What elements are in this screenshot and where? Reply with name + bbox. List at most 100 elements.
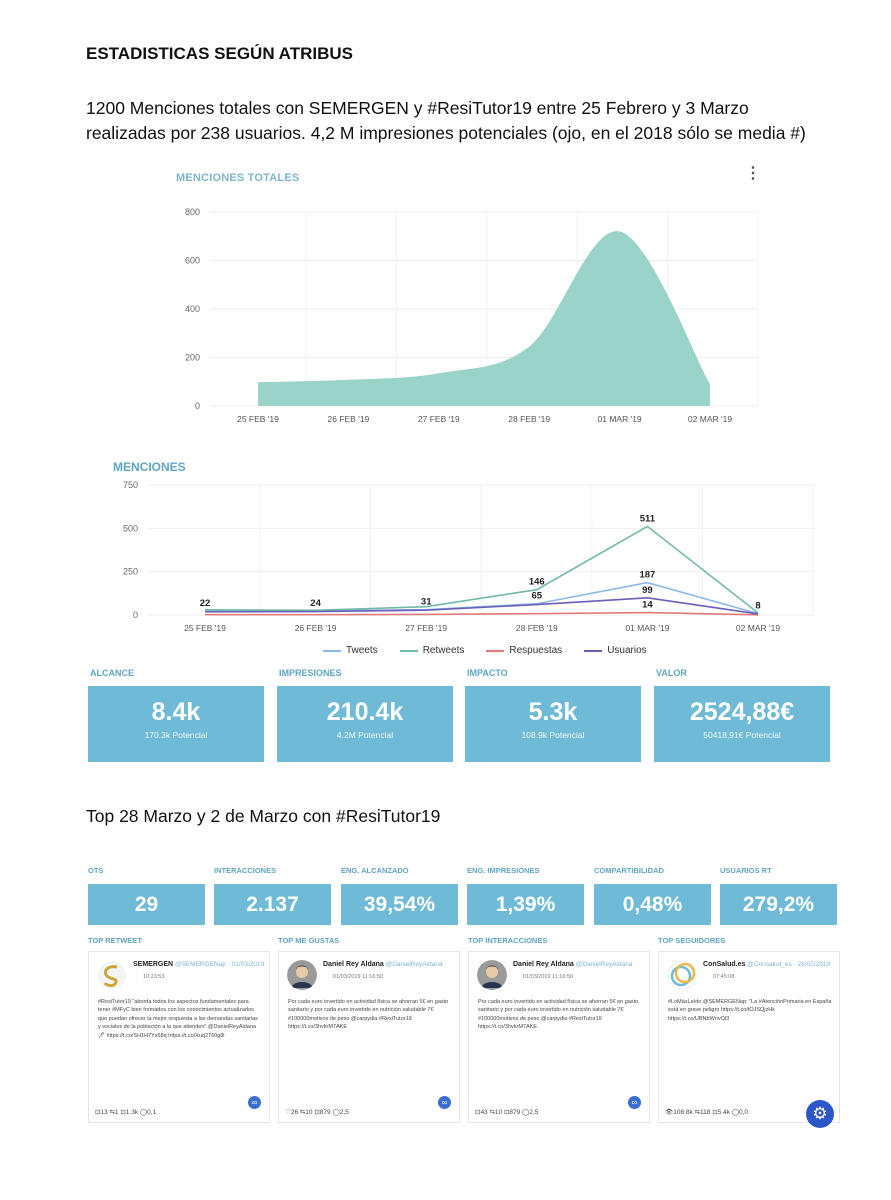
open-link-icon[interactable]: ∞ [438, 1096, 451, 1109]
top-tweets: TOP RETWEET SEMERGEN @SEMERGENap · 01/03… [88, 936, 840, 1126]
metric-eng-alcanzado: ENG. ALCANZADO 39,54% [341, 866, 458, 925]
open-link-icon[interactable]: ∞ [248, 1096, 261, 1109]
y-tick-label: 0 [195, 401, 200, 411]
x-tick-label: 01 MAR '19 [598, 414, 642, 424]
data-label: 14 [642, 600, 653, 611]
data-label: 511 [640, 513, 656, 524]
card-top-interactions: TOP INTERACCIONES Daniel Rey Aldana @Dan… [468, 936, 650, 1123]
chart-title: MENCIONES [113, 460, 186, 474]
tweet-author: ConSalud.es [703, 961, 746, 968]
semergen-logo-icon [98, 961, 126, 989]
tweet-author-line: Daniel Rey Aldana @DanielReyAldana · [513, 961, 636, 968]
tweet-handle: @DanielReyAldana · [575, 961, 637, 968]
metric-ots: OTS 29 [88, 866, 205, 925]
metric-label: COMPARTIBILIDAD [594, 866, 664, 875]
tweet-handle: @Consalud_es · 28/02/2019 [747, 961, 831, 968]
stat-label: ALCANCE [90, 668, 134, 678]
series-line [205, 611, 759, 616]
data-label: 146 [529, 577, 545, 588]
data-label: 31 [421, 597, 432, 608]
metric-value: 2.137 [214, 884, 331, 925]
data-label: 22 [200, 598, 211, 609]
total-mentions-chart: MENCIONES TOTALES ⋮ 0 200 400 600 800 25 FEB … [168, 160, 773, 435]
y-tick-label: 800 [185, 207, 200, 217]
consalud-logo-icon [667, 960, 697, 990]
tweet-author-line: SEMERGEN @SEMERGENap · 01/03/2019 [133, 961, 264, 968]
stat-potential: 170.3k Potencial [144, 730, 208, 740]
area-chart-svg: 0 200 400 600 800 25 FEB '19 26 FEB '19 27 FEB … [185, 207, 759, 424]
stat-impresiones: IMPRESIONES 210.4k 4.2M Potencial [277, 668, 453, 762]
open-link-icon[interactable]: ∞ [628, 1096, 641, 1109]
legend-item-retweets[interactable]: Retweets [399, 645, 465, 656]
tweet-author: Daniel Rey Aldana [513, 961, 574, 968]
x-tick-label: 02 MAR '19 [736, 623, 780, 633]
data-label: 65 [532, 591, 543, 602]
y-tick-label: 600 [185, 256, 200, 266]
data-label: 99 [642, 585, 653, 596]
stat-value: 210.4k [326, 698, 404, 726]
tweet-date: 07:45:08 [713, 974, 735, 980]
card-top-followers: TOP SEGUIDORES ConSalud.es @Consalud_es … [658, 936, 840, 1123]
more-vertical-icon[interactable]: ⋮ [745, 165, 761, 182]
stat-valor: VALOR 2524,88€ 50418,91€ Potencial [654, 668, 830, 762]
metric-value: 1,39% [467, 884, 584, 925]
legend-label: Tweets [346, 645, 378, 656]
tweet-card[interactable]: ConSalud.es @Consalud_es · 28/02/2019 07… [658, 951, 840, 1123]
tweet-stats: ⊡43 ⇆10 ⊡879 ◯2,5 [475, 1109, 539, 1116]
settings-gear-icon[interactable]: ⚙ [806, 1100, 834, 1128]
data-label: 187 [639, 570, 655, 581]
tweet-handle: @SEMERGENap · 01/03/2019 [174, 961, 265, 968]
stat-impacto: IMPACTO 5.3k 108.9k Potencial [465, 668, 641, 762]
metric-value: 0,48% [594, 884, 711, 925]
intro-paragraph: 1200 Menciones totales con SEMERGEN y #R… [86, 98, 806, 143]
y-tick-label: 750 [123, 480, 138, 490]
card-top-retweet: TOP RETWEET SEMERGEN @SEMERGENap · 01/03… [88, 936, 270, 1123]
x-tick-label: 01 MAR '19 [625, 623, 669, 633]
stat-box: 210.4k 4.2M Potencial [277, 686, 453, 762]
metric-value: 39,54% [341, 884, 458, 925]
metric-eng-impresiones: ENG. IMPRESIONES 1,39% [467, 866, 584, 925]
card-top-likes: TOP ME GUSTAS Daniel Rey Aldana @DanielR… [278, 936, 460, 1123]
stat-alcance: ALCANCE 8.4k 170.3k Potencial [88, 668, 264, 762]
card-heading: TOP ME GUSTAS [278, 936, 340, 945]
tweet-date: 01/03/2019 11:16:50 [333, 974, 384, 980]
legend-label: Respuestas [509, 645, 563, 656]
tweet-card[interactable]: SEMERGEN @SEMERGENap · 01/03/2019 10:23:… [88, 951, 270, 1123]
y-tick-label: 250 [123, 567, 138, 577]
x-tick-label: 25 FEB '19 [184, 623, 226, 633]
x-tick-label: 26 FEB '19 [295, 623, 337, 633]
card-heading: TOP SEGUIDORES [658, 936, 726, 945]
legend-item-tweets[interactable]: Tweets [323, 645, 378, 656]
section-heading: Top 28 Marzo y 2 de Marzo con #ResiTutor… [86, 806, 441, 826]
stat-potential: 108.9k Potencial [521, 730, 585, 740]
engagement-metrics: OTS 29 INTERACCIONES 2.137 ENG. ALCANZADO 3… [88, 866, 838, 928]
metric-interacciones: INTERACCIONES 2.137 [214, 866, 331, 925]
stat-value: 2524,88€ [689, 698, 795, 726]
legend-item-usuarios[interactable]: Usuarios [584, 645, 647, 656]
tweet-handle: @DanielReyAldana · [385, 961, 447, 968]
x-tick-label: 27 FEB '19 [418, 414, 460, 424]
metric-label: ENG. IMPRESIONES [467, 866, 540, 875]
x-tick-label: 27 FEB '19 [405, 623, 447, 633]
stat-box: 2524,88€ 50418,91€ Potencial [654, 686, 830, 762]
tweet-stats: ⊡13 ⇆1 ⊡1.3k ◯0,1 [95, 1109, 157, 1116]
legend-label: Retweets [422, 645, 465, 656]
x-tick-label: 25 FEB '19 [237, 414, 279, 424]
y-tick-label: 200 [185, 353, 200, 363]
tweet-author-line: ConSalud.es @Consalud_es · 28/02/2019 [703, 961, 830, 968]
series-line [204, 597, 759, 615]
x-tick-label: 02 MAR '19 [688, 414, 732, 424]
tweet-card[interactable]: Daniel Rey Aldana @DanielReyAldana · 01/… [468, 951, 650, 1123]
metric-usuarios-rt: USUARIOS RT 279,2% [720, 866, 837, 925]
tweet-text: Por cada euro invertido en actividad fís… [478, 999, 639, 1031]
metric-value: 279,2% [720, 884, 837, 925]
person-avatar-icon [287, 960, 317, 990]
metric-compartibilidad: COMPARTIBILIDAD 0,48% [594, 866, 711, 925]
tweet-card[interactable]: Daniel Rey Aldana @DanielReyAldana · 01/… [278, 951, 460, 1123]
legend-item-respuestas[interactable]: Respuestas [486, 645, 562, 656]
series-line [204, 525, 759, 614]
area-series [258, 231, 710, 406]
stat-potential: 50418,91€ Potencial [703, 730, 781, 740]
line-chart-svg: 0 250 500 750 25 FEB '19 26 FEB '19 27 FEB '19… [123, 480, 815, 633]
data-label: 24 [310, 598, 321, 609]
